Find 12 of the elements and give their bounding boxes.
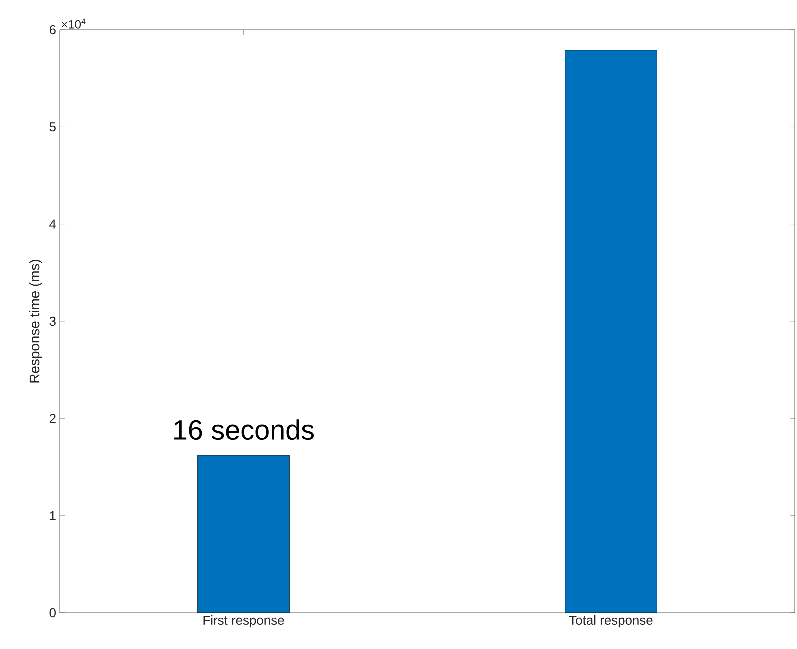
y-axis-title: Response time (ms) bbox=[29, 260, 42, 383]
y-tick-label: 1 bbox=[50, 511, 56, 520]
y-tick-label: 6 bbox=[50, 25, 56, 35]
annotation: 16 seconds bbox=[174, 420, 314, 440]
y-tick-label: 4 bbox=[50, 220, 56, 229]
y-tick-label: 2 bbox=[50, 414, 56, 424]
x-tick-label: Total response bbox=[569, 616, 653, 628]
text: ×10$^{4}$ bbox=[62, 18, 86, 29]
y-tick-label: 3 bbox=[50, 316, 56, 326]
y-tick-label: 5 bbox=[50, 122, 56, 132]
y-tick-label: 0 bbox=[50, 608, 56, 618]
x-tick-label: First response bbox=[204, 616, 284, 628]
